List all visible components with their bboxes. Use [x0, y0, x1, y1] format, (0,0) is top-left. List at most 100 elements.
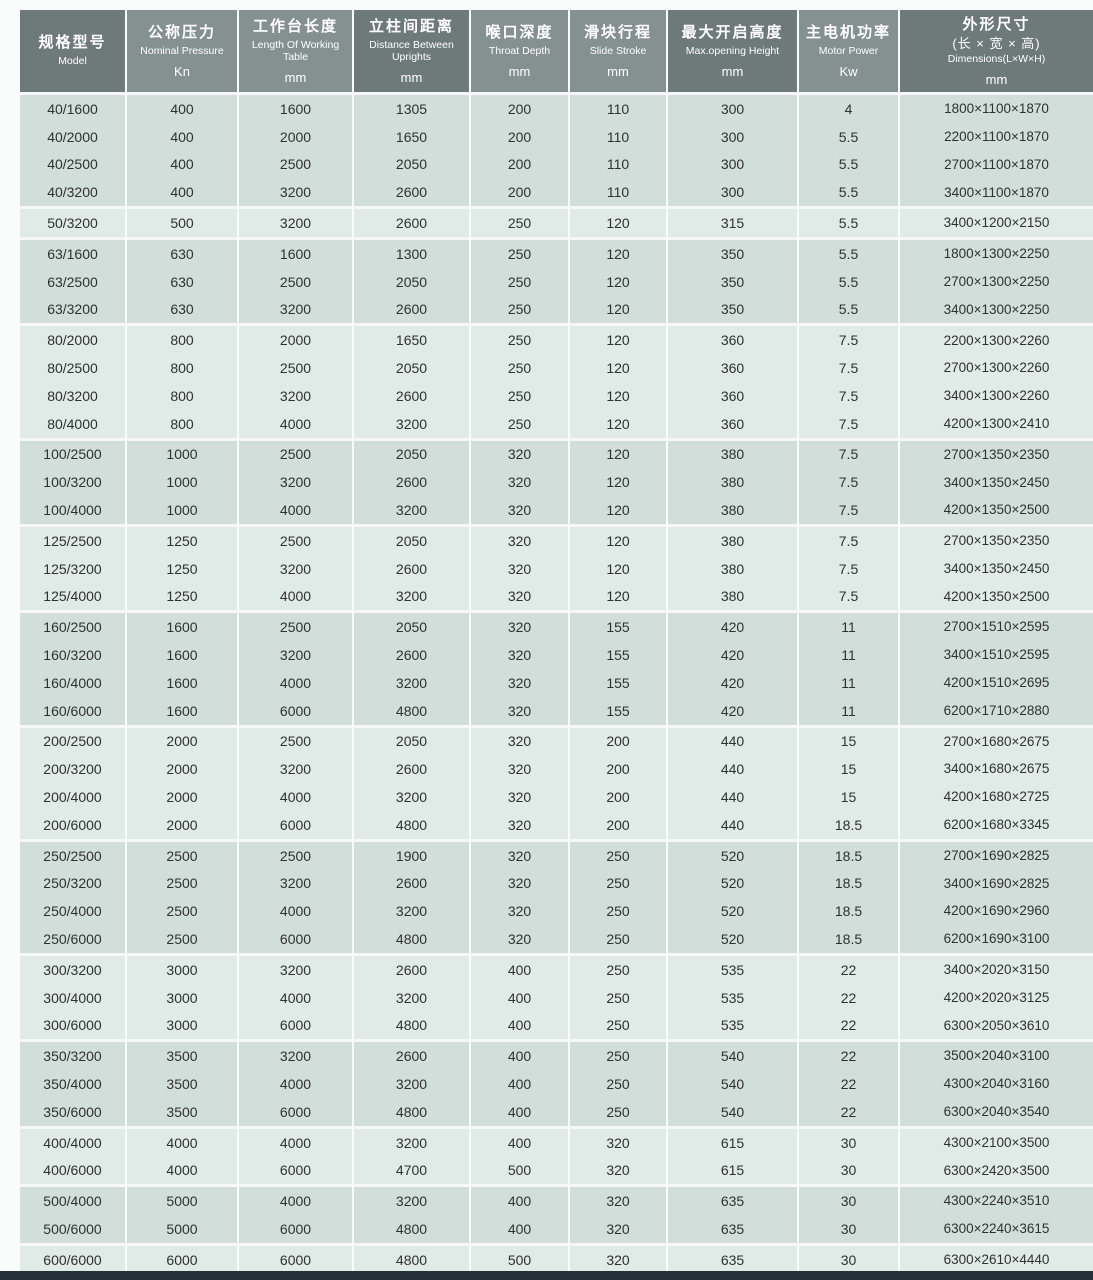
table-cell: 2000	[127, 783, 237, 811]
table-cell: 320	[471, 668, 568, 697]
table-cell: 2050	[354, 354, 469, 382]
table-cell: 120	[570, 354, 666, 382]
model-cell: 250/2500	[20, 838, 125, 870]
table-cell: 2700×1690×2825	[900, 838, 1093, 870]
table-cell: 6200×1710×2880	[900, 696, 1093, 725]
table-cell: 30	[799, 1215, 898, 1243]
table-row: 50/3200 500 3200 2600 250 120 315 5.5 3400×1200×…	[20, 206, 1093, 237]
table-cell: 2600	[354, 755, 469, 784]
table-cell: 320	[471, 437, 568, 469]
table-cell: 3500	[127, 1039, 237, 1071]
table-cell: 4800	[354, 925, 469, 953]
table-cell: 3200	[354, 897, 469, 926]
table-cell: 2700×1300×2260	[900, 354, 1093, 382]
table-cell: 22	[799, 952, 898, 984]
table-cell: 3200	[354, 668, 469, 697]
table-cell: 2500	[127, 897, 237, 926]
table-cell: 5000	[127, 1215, 237, 1243]
table-cell: 2200×1300×2260	[900, 323, 1093, 355]
table-cell: 630	[127, 267, 237, 296]
table-cell: 535	[668, 952, 797, 984]
table-cell: 6300×2240×3615	[900, 1215, 1093, 1243]
table-cell: 2500	[127, 838, 237, 870]
table-cell: 200	[570, 724, 666, 756]
table-cell: 4800	[354, 1011, 469, 1040]
table-cell: 3200	[354, 1125, 469, 1157]
table-cell: 200	[471, 178, 568, 207]
table-cell: 7.5	[799, 323, 898, 355]
table-cell: 22	[799, 1097, 898, 1126]
table-cell: 3200	[239, 554, 352, 583]
header-label-zh: 滑块行程	[583, 24, 652, 42]
header-unit-label: mm	[400, 69, 423, 85]
table-cell: 110	[570, 122, 666, 151]
table-cell: 5000	[127, 1184, 237, 1216]
table-row: 200/2500 2000 2500 2050 320 200 440 15 2700×1680…	[20, 724, 1093, 756]
model-cell: 100/2500	[20, 437, 125, 469]
table-cell: 520	[668, 838, 797, 870]
table-cell: 320	[471, 925, 568, 953]
table-cell: 30	[799, 1156, 898, 1185]
table-cell: 4000	[239, 496, 352, 524]
table-row: 63/3200 630 3200 2600 250 120 350 5.5 3400×1300×…	[20, 295, 1093, 324]
table-cell: 3200	[239, 468, 352, 497]
table-cell: 800	[127, 381, 237, 410]
table-cell: 6300×2040×3540	[900, 1097, 1093, 1126]
table-cell: 535	[668, 983, 797, 1012]
model-cell: 100/3200	[20, 468, 125, 497]
table-cell: 300	[668, 122, 797, 151]
table-cell: 250	[570, 1011, 666, 1040]
table-cell: 420	[668, 668, 797, 697]
table-cell: 500	[471, 1242, 568, 1274]
table-cell: 6200×1680×3345	[900, 810, 1093, 839]
header-unit-label: mm	[607, 63, 629, 79]
table-row: 40/1600 400 1600 1305 200 110 300 4 1800×1100×18…	[20, 92, 1093, 123]
table-cell: 350	[668, 236, 797, 268]
model-cell: 63/1600	[20, 236, 125, 268]
table-cell: 3500	[127, 1070, 237, 1098]
model-cell: 300/6000	[20, 1011, 125, 1040]
table-row: 300/4000 3000 4000 3200 400 250 535 22 4200×2020…	[20, 983, 1093, 1012]
table-row: 40/2500 400 2500 2050 200 110 300 5.5 2700×1100×…	[20, 150, 1093, 179]
spec-table-body: 40/1600 400 1600 1305 200 110 300 4 1800×1100×18…	[20, 92, 1093, 1274]
header-unit-label: mm	[721, 63, 744, 79]
model-cell: 40/3200	[20, 178, 125, 207]
table-cell: 22	[799, 983, 898, 1012]
model-cell: 350/4000	[20, 1070, 125, 1098]
table-cell: 3200	[239, 206, 352, 237]
table-cell: 3000	[127, 1011, 237, 1040]
table-cell: 2050	[354, 610, 469, 642]
table-cell: 22	[799, 1070, 898, 1098]
table-cell: 4000	[239, 783, 352, 811]
table-cell: 250	[471, 381, 568, 410]
table-cell: 3400×1510×2595	[900, 641, 1093, 669]
table-cell: 4200×1510×2695	[900, 668, 1093, 697]
table-cell: 2500	[127, 869, 237, 898]
table-cell: 380	[668, 523, 797, 555]
table-cell: 6000	[239, 1011, 352, 1040]
table-cell: 500	[471, 1156, 568, 1185]
model-cell: 500/6000	[20, 1215, 125, 1243]
table-cell: 2500	[239, 150, 352, 179]
table-cell: 400	[471, 1070, 568, 1098]
model-cell: 200/4000	[20, 783, 125, 811]
table-cell: 320	[471, 610, 568, 642]
model-cell: 63/2500	[20, 267, 125, 296]
table-row: 300/6000 3000 6000 4800 400 250 535 22 6300×2050…	[20, 1011, 1093, 1040]
table-cell: 300	[668, 150, 797, 179]
table-cell: 4000	[239, 1070, 352, 1098]
model-cell: 160/2500	[20, 610, 125, 642]
table-cell: 2700×1510×2595	[900, 610, 1093, 642]
table-cell: 4200×2020×3125	[900, 983, 1093, 1012]
table-cell: 250	[570, 1070, 666, 1098]
machine-spec-table: 规格型号 Model 公称压力 Nominal Pressure Kn 工作台长度 Leng…	[18, 10, 1093, 1274]
table-cell: 22	[799, 1011, 898, 1040]
table-cell: 6000	[127, 1242, 237, 1274]
header-label-zh: 最大开启高度	[681, 24, 784, 42]
table-cell: 800	[127, 354, 237, 382]
header-label-en: Throat Depth	[488, 45, 551, 58]
header-unit-label: Kw	[839, 63, 858, 79]
model-cell: 350/6000	[20, 1097, 125, 1126]
table-cell: 120	[570, 206, 666, 237]
table-row: 80/4000 800 4000 3200 250 120 360 7.5 4200×1300×…	[20, 409, 1093, 438]
